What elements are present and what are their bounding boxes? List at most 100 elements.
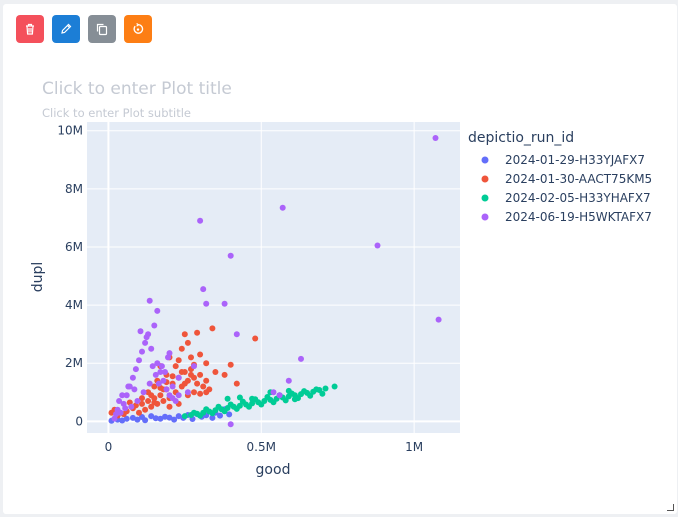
data-point[interactable] bbox=[178, 345, 185, 352]
data-point[interactable] bbox=[233, 380, 240, 387]
data-point[interactable] bbox=[217, 412, 223, 419]
data-point[interactable] bbox=[236, 394, 243, 401]
data-point[interactable] bbox=[140, 389, 147, 396]
data-point[interactable] bbox=[175, 392, 182, 399]
data-point[interactable] bbox=[157, 369, 164, 375]
data-point[interactable] bbox=[203, 406, 210, 413]
data-point[interactable] bbox=[212, 369, 219, 375]
data-point[interactable] bbox=[137, 328, 144, 335]
data-point[interactable] bbox=[282, 397, 289, 404]
data-point[interactable] bbox=[143, 334, 150, 341]
legend-item[interactable]: 2024-02-05-H33YHAFX7 bbox=[481, 191, 651, 205]
data-point[interactable] bbox=[279, 204, 286, 211]
data-point[interactable] bbox=[227, 252, 234, 259]
data-point[interactable] bbox=[142, 339, 149, 346]
legend-item[interactable]: 2024-01-29-H33YJAFX7 bbox=[481, 153, 646, 167]
data-point[interactable] bbox=[151, 399, 158, 406]
data-point[interactable] bbox=[163, 386, 170, 393]
data-point[interactable] bbox=[209, 414, 216, 421]
data-point[interactable] bbox=[123, 392, 130, 399]
data-point[interactable] bbox=[146, 297, 153, 304]
data-point[interactable] bbox=[331, 383, 338, 390]
data-point[interactable] bbox=[239, 398, 246, 405]
data-point[interactable] bbox=[166, 403, 173, 410]
data-point[interactable] bbox=[145, 398, 152, 404]
resize-handle[interactable] bbox=[667, 504, 674, 511]
data-point[interactable] bbox=[154, 360, 161, 367]
data-point[interactable] bbox=[134, 398, 141, 404]
data-point[interactable] bbox=[157, 415, 164, 422]
data-point[interactable] bbox=[175, 357, 182, 364]
data-point[interactable] bbox=[252, 335, 259, 342]
data-point[interactable] bbox=[191, 409, 197, 416]
data-point[interactable] bbox=[194, 380, 201, 387]
data-point[interactable] bbox=[184, 389, 191, 396]
data-point[interactable] bbox=[301, 388, 308, 395]
data-point[interactable] bbox=[175, 374, 182, 381]
data-point[interactable] bbox=[160, 398, 167, 404]
data-point[interactable] bbox=[188, 354, 194, 361]
data-point[interactable] bbox=[203, 377, 210, 384]
data-point[interactable] bbox=[184, 339, 191, 346]
data-point[interactable] bbox=[226, 411, 233, 418]
data-point[interactable] bbox=[166, 350, 173, 357]
data-point[interactable] bbox=[128, 403, 135, 410]
data-point[interactable] bbox=[285, 387, 292, 394]
data-point[interactable] bbox=[249, 395, 256, 402]
data-point[interactable] bbox=[154, 307, 161, 314]
data-point[interactable] bbox=[191, 389, 197, 396]
data-point[interactable] bbox=[142, 417, 149, 424]
data-point[interactable] bbox=[197, 412, 204, 419]
data-point[interactable] bbox=[197, 217, 204, 224]
data-point[interactable] bbox=[162, 369, 168, 375]
data-point[interactable] bbox=[148, 413, 155, 420]
data-point[interactable] bbox=[148, 403, 155, 410]
data-point[interactable] bbox=[276, 392, 283, 399]
edit-button[interactable] bbox=[52, 15, 80, 43]
data-point[interactable] bbox=[181, 331, 188, 338]
data-point[interactable] bbox=[298, 355, 304, 362]
data-point[interactable] bbox=[200, 383, 207, 390]
data-point[interactable] bbox=[374, 242, 381, 249]
data-point[interactable] bbox=[197, 351, 204, 358]
data-point[interactable] bbox=[132, 366, 139, 373]
data-point[interactable] bbox=[125, 383, 132, 390]
data-point[interactable] bbox=[146, 380, 153, 387]
data-point[interactable] bbox=[307, 392, 314, 399]
data-point[interactable] bbox=[113, 411, 119, 418]
data-point[interactable] bbox=[227, 421, 234, 428]
legend-item[interactable]: 2024-06-19-H5WKTAFX7 bbox=[481, 210, 652, 224]
data-point[interactable] bbox=[139, 400, 145, 407]
data-point[interactable] bbox=[151, 383, 158, 390]
data-point[interactable] bbox=[233, 331, 240, 338]
data-point[interactable] bbox=[162, 413, 168, 420]
data-point[interactable] bbox=[322, 385, 329, 392]
plot-subtitle[interactable]: Click to enter Plot subtitle bbox=[42, 106, 191, 120]
data-point[interactable] bbox=[264, 394, 271, 400]
data-point[interactable] bbox=[246, 403, 252, 410]
data-point[interactable] bbox=[258, 401, 265, 408]
data-point[interactable] bbox=[136, 357, 142, 364]
data-point[interactable] bbox=[119, 392, 126, 399]
data-point[interactable] bbox=[203, 360, 210, 367]
data-point[interactable] bbox=[152, 371, 159, 378]
data-point[interactable] bbox=[166, 414, 173, 421]
data-point[interactable] bbox=[131, 386, 138, 393]
data-point[interactable] bbox=[151, 322, 158, 329]
data-point[interactable] bbox=[221, 408, 228, 415]
data-point[interactable] bbox=[171, 416, 178, 423]
data-point[interactable] bbox=[169, 383, 176, 390]
data-point[interactable] bbox=[215, 403, 222, 410]
delete-button[interactable] bbox=[16, 15, 44, 43]
data-point[interactable] bbox=[191, 363, 197, 370]
data-point[interactable] bbox=[139, 395, 145, 402]
data-point[interactable] bbox=[313, 386, 320, 393]
data-point[interactable] bbox=[123, 415, 130, 422]
data-point[interactable] bbox=[129, 374, 136, 381]
data-point[interactable] bbox=[119, 417, 126, 424]
data-point[interactable] bbox=[148, 345, 155, 352]
data-point[interactable] bbox=[221, 371, 228, 378]
data-point[interactable] bbox=[145, 389, 152, 396]
data-point[interactable] bbox=[152, 415, 159, 422]
data-point[interactable] bbox=[221, 300, 228, 307]
